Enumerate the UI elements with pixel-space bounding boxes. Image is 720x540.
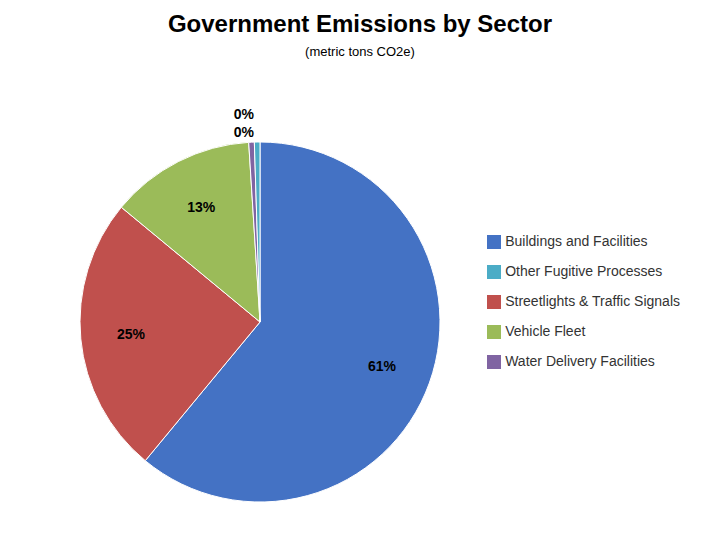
html-text:Government Emissions by Sector: Government Emissions by Sector (167, 10, 553, 37)
svg-text:25%: 25% (117, 326, 146, 342)
svg-text:0%: 0% (234, 106, 255, 122)
html-text:Buildings and Facilities: Buildings and Facilities (505, 233, 648, 249)
html-text:Vehicle Fleet: Vehicle Fleet (505, 323, 586, 339)
html-text:(metric tons CO2e): (metric tons CO2e) (305, 44, 415, 59)
html-text:Streetlights & Traffic Signals: Streetlights & Traffic Signals (505, 293, 680, 309)
svg-text:61%: 61% (368, 358, 397, 374)
svg-text:0%: 0% (234, 124, 255, 140)
html-text:Water Delivery Facilities: Water Delivery Facilities (505, 353, 655, 369)
svg-text:13%: 13% (187, 199, 216, 215)
html-text:Other Fugitive Processes: Other Fugitive Processes (505, 263, 663, 279)
